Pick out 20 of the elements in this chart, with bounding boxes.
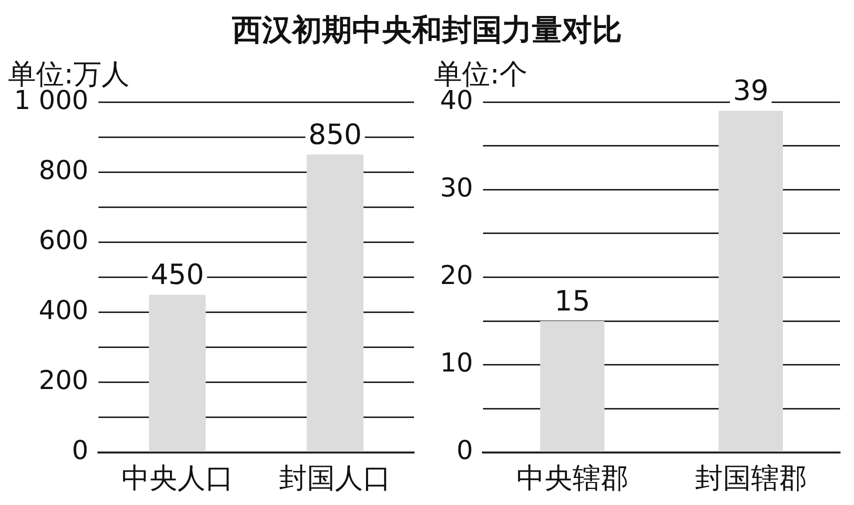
y-tick-label: 200 — [38, 366, 88, 396]
y-tick-label: 10 — [440, 348, 474, 379]
data-label: 15 — [554, 284, 590, 318]
x-tick-label: 中央辖郡 — [516, 461, 628, 494]
y-tick-label: 0 — [72, 436, 88, 466]
y-tick-label: 800 — [38, 156, 88, 186]
x-tick-label: 封国辖郡 — [694, 461, 807, 494]
y-axis-title: 单位:万人 — [8, 57, 130, 90]
y-tick-label: 400 — [38, 296, 88, 326]
y-tick-label: 30 — [440, 173, 474, 204]
data-label: 450 — [150, 258, 204, 291]
y-tick-label: 0 — [456, 436, 474, 466]
data-label: 850 — [308, 118, 362, 151]
x-tick-label: 中央人口 — [121, 461, 234, 494]
y-tick-label: 20 — [440, 260, 474, 291]
x-tick-label: 封国人口 — [279, 461, 392, 494]
y-tick-label: 600 — [38, 226, 88, 256]
y-axis-title: 单位:个 — [434, 57, 528, 90]
data-label: 39 — [732, 74, 769, 108]
chart-title: 西汉初期中央和封国力量对比 — [232, 12, 622, 50]
